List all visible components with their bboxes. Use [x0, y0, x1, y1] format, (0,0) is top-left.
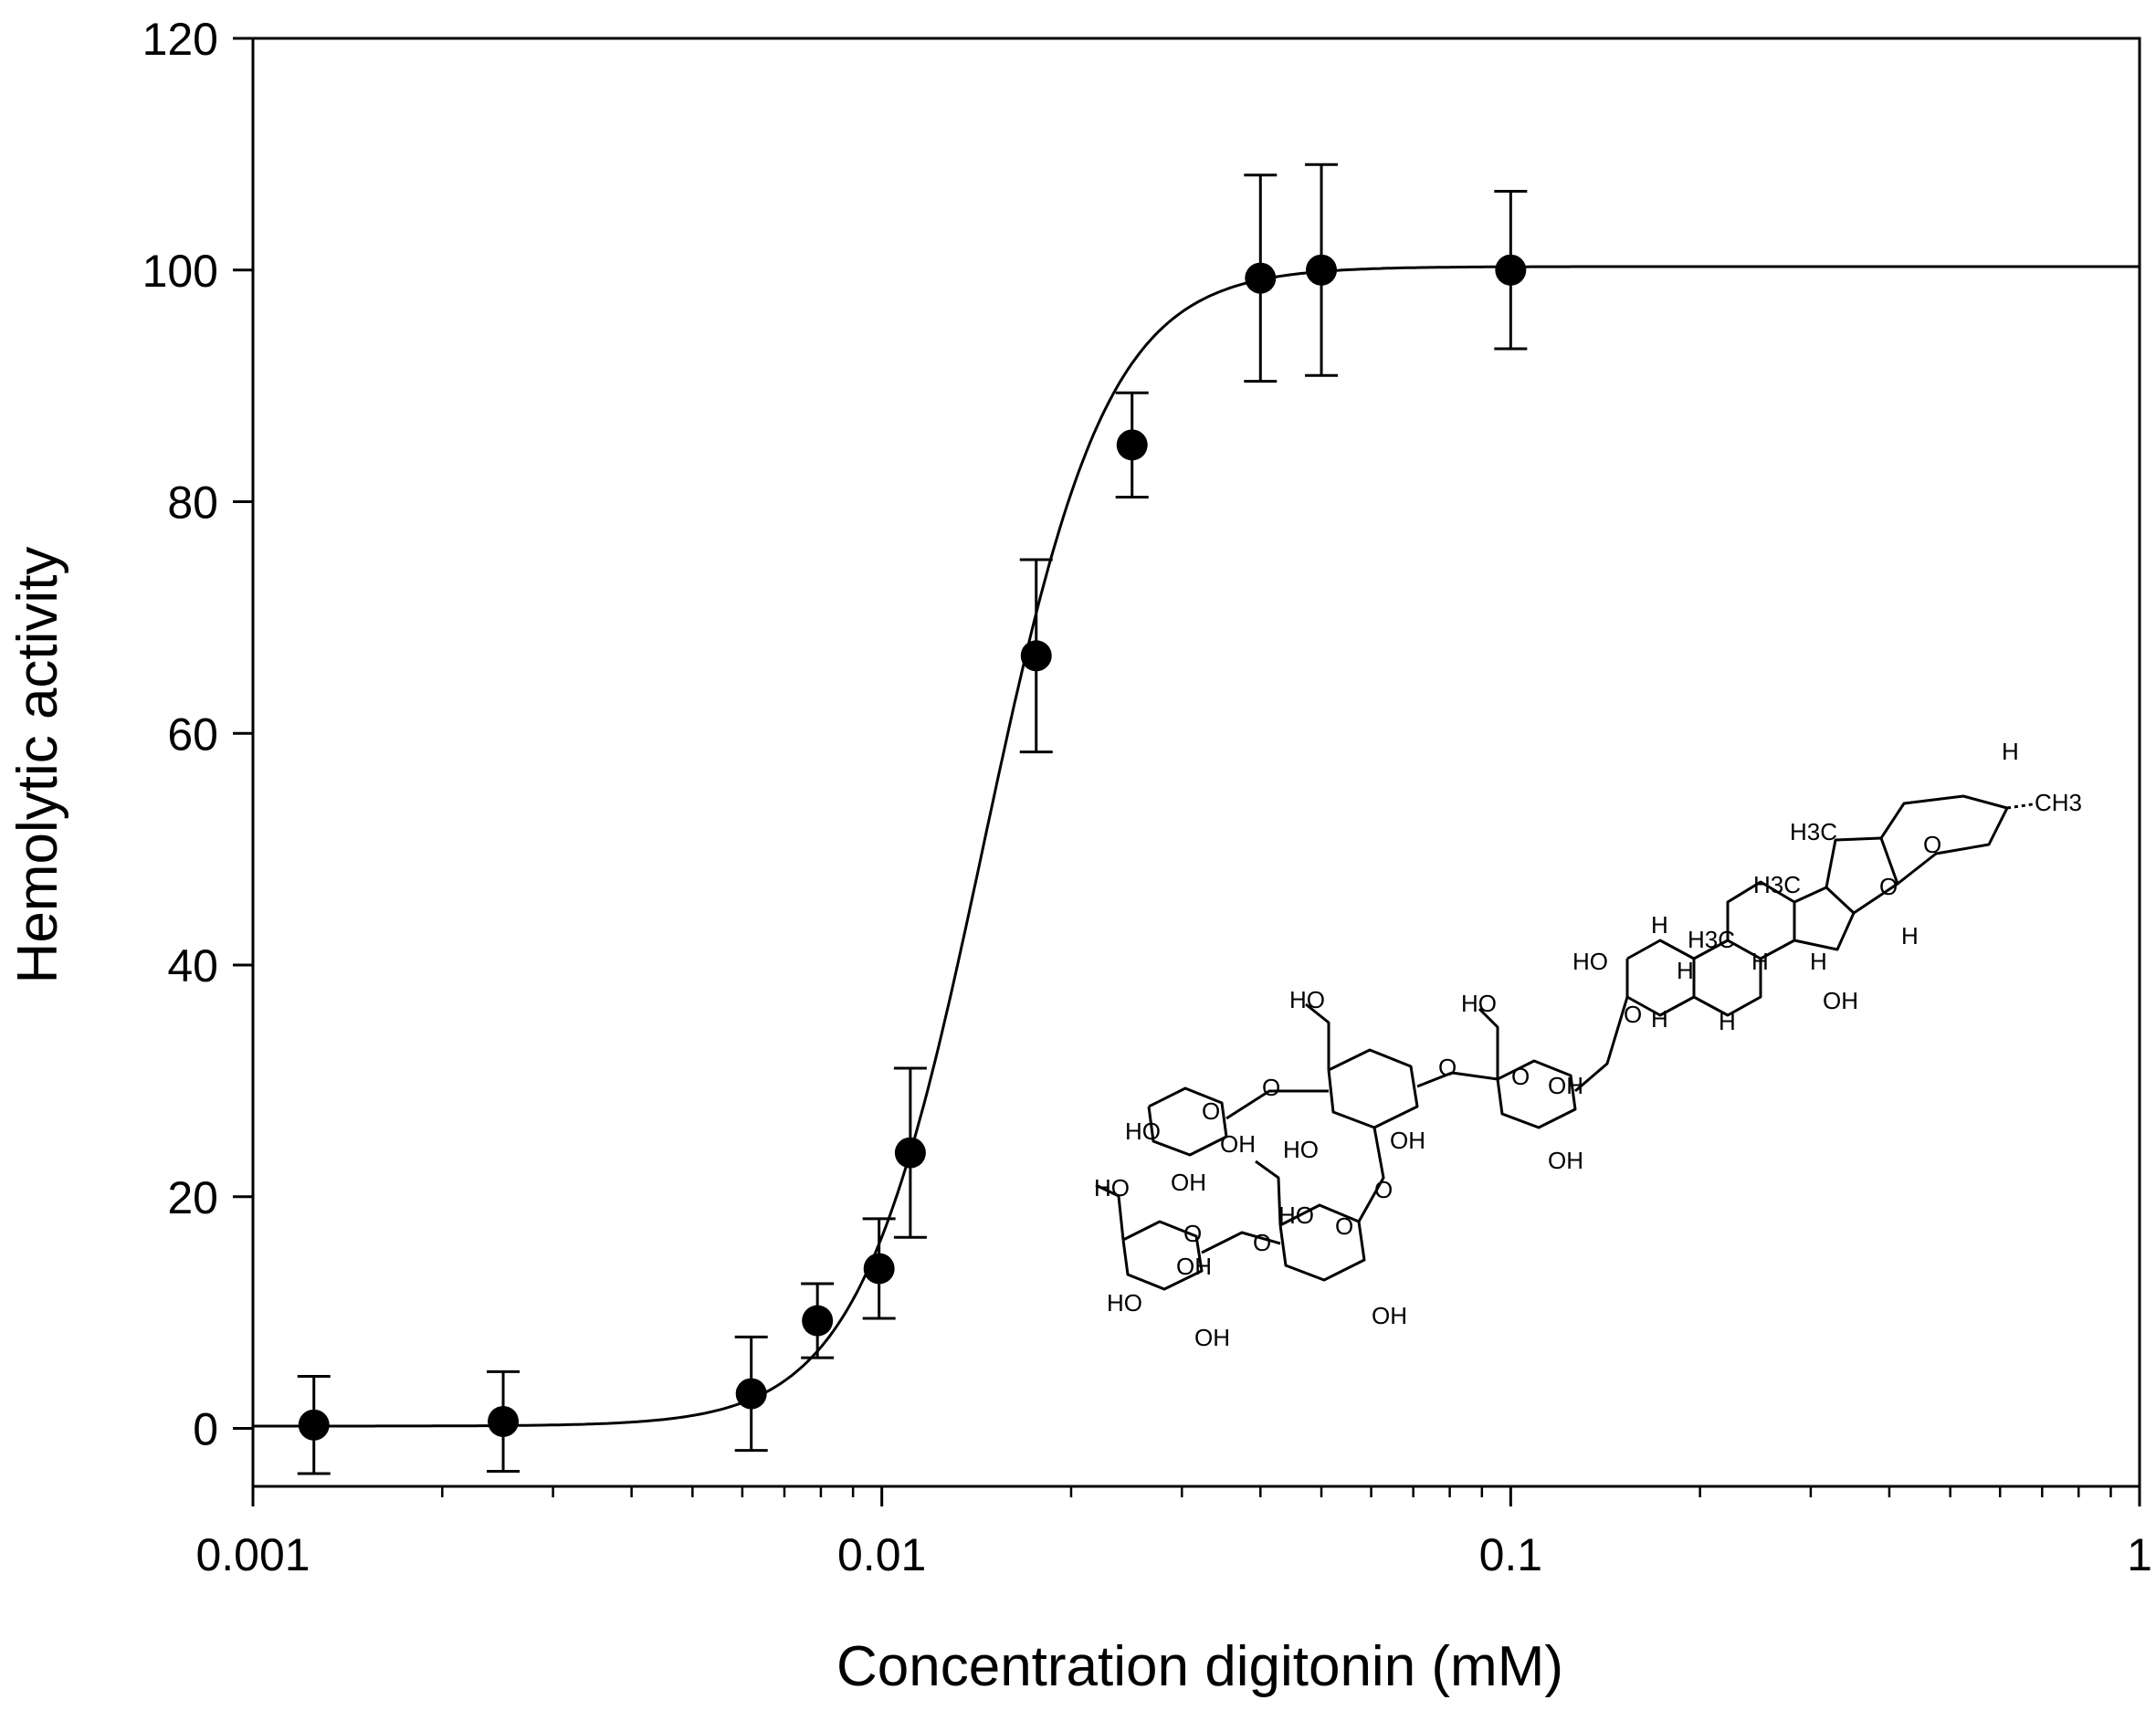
- x-tick-label: 0.01: [837, 1529, 926, 1580]
- sugar-1: [1496, 1059, 1577, 1129]
- structure-atom-label: OH: [1171, 1169, 1206, 1196]
- ring-f: [1879, 794, 2009, 886]
- structure-atom-label: O: [1624, 1001, 1642, 1028]
- sugar-3: [1147, 1086, 1228, 1157]
- data-points: [298, 254, 1527, 1441]
- structure-atom-label: OH: [1194, 1324, 1230, 1351]
- structure-atom-label: H3C: [1790, 818, 1837, 845]
- x-tick-label: 0.001: [195, 1529, 310, 1580]
- sugar-5: [1121, 1220, 1204, 1291]
- data-point: [894, 1137, 926, 1169]
- y-tick-label: 0: [193, 1404, 218, 1455]
- structure-atom-label: OH: [1390, 1127, 1425, 1154]
- structure-atom-label: H: [1651, 911, 1668, 939]
- structure-atom-label: H: [1677, 957, 1694, 984]
- y-tick-label: 80: [167, 477, 218, 529]
- error-bars: [297, 163, 1528, 1475]
- structure-atom-label: O: [1879, 873, 1898, 900]
- structure-atom-label: H: [1651, 1005, 1668, 1033]
- data-point: [802, 1305, 834, 1337]
- structure-atom-label: H: [1901, 922, 1919, 950]
- structure-atom-label: O: [1183, 1220, 1202, 1247]
- x-tick-label: 0.1: [1479, 1529, 1543, 1580]
- y-tick-label: 100: [142, 246, 218, 297]
- structure-atom-label: O: [1438, 1054, 1457, 1081]
- y-tick-label: 20: [167, 1172, 218, 1223]
- x-tick-label: 1: [2127, 1529, 2152, 1580]
- structure-atom-label: HO: [1572, 948, 1608, 975]
- digitonin-structure: [1095, 794, 2039, 1291]
- structure-atom-label: O: [1335, 1212, 1353, 1240]
- y-tick-label: 40: [167, 940, 218, 992]
- structure-atom-label: H: [1810, 948, 1827, 975]
- structure-atom-label: HO: [1125, 1118, 1161, 1145]
- structure-atom-label: CH3: [2035, 789, 2082, 816]
- structure-atom-label: H: [2002, 738, 2019, 765]
- sugar-4: [1278, 1203, 1366, 1282]
- y-tick-label: 60: [167, 708, 218, 760]
- structure-atom-label: HO: [1283, 1136, 1319, 1163]
- structure-atom-label: O: [1262, 1074, 1280, 1101]
- data-point: [1020, 640, 1052, 672]
- y-axis-title: Hemolytic activity: [6, 547, 69, 984]
- structure-atom-label: OH: [1176, 1253, 1212, 1280]
- y-axis-ticks: 0 20 40 60 80 100 120: [142, 14, 253, 1455]
- structure-atom-label: HO: [1278, 1202, 1314, 1229]
- ring-d: [1793, 886, 1856, 951]
- structure-atom-label: O: [1202, 1097, 1220, 1125]
- data-point: [1245, 262, 1277, 294]
- sugar-2: [1327, 1048, 1419, 1129]
- structure-atom-label: OH: [1548, 1072, 1583, 1099]
- ring-c: [1726, 880, 1796, 960]
- structure-atom-label: O: [1923, 831, 1941, 858]
- data-point: [488, 1405, 520, 1437]
- structure-atom-label: H: [1751, 948, 1769, 975]
- structure-atom-label: O: [1374, 1176, 1393, 1203]
- plot-frame: [251, 37, 2141, 1488]
- structure-atom-label: OH: [1220, 1130, 1256, 1158]
- y-tick-label: 120: [142, 14, 218, 65]
- data-point: [863, 1253, 895, 1285]
- structure-atom-label: O: [1511, 1063, 1530, 1090]
- data-point: [1495, 254, 1527, 286]
- axes: [251, 37, 2141, 1488]
- structure-atom-label: H3C: [1688, 926, 1735, 953]
- data-point: [1116, 429, 1148, 461]
- data-point: [298, 1409, 330, 1441]
- ring-b: [1693, 939, 1762, 1017]
- structure-atom-label: HO: [1107, 1289, 1142, 1317]
- structure-atom-label: H3C: [1753, 871, 1801, 898]
- structure-atom-label: HO: [1094, 1174, 1130, 1202]
- structure-atom-label: O: [1253, 1229, 1271, 1256]
- structure-atom-label: HO: [1461, 990, 1497, 1017]
- structure-atom-label: OH: [1823, 987, 1858, 1014]
- data-point: [1306, 254, 1338, 286]
- structure-atom-label: HO: [1289, 986, 1325, 1013]
- x-axis-ticks: 0.001 0.01 0.1 1: [195, 1486, 2152, 1580]
- structure-atom-label: H: [1719, 1008, 1736, 1035]
- x-axis-title: Concentration digitonin (mM): [836, 1635, 1563, 1698]
- data-point: [735, 1378, 767, 1410]
- structure-atom-label: OH: [1548, 1147, 1583, 1174]
- structure-atom-label: OH: [1372, 1302, 1407, 1329]
